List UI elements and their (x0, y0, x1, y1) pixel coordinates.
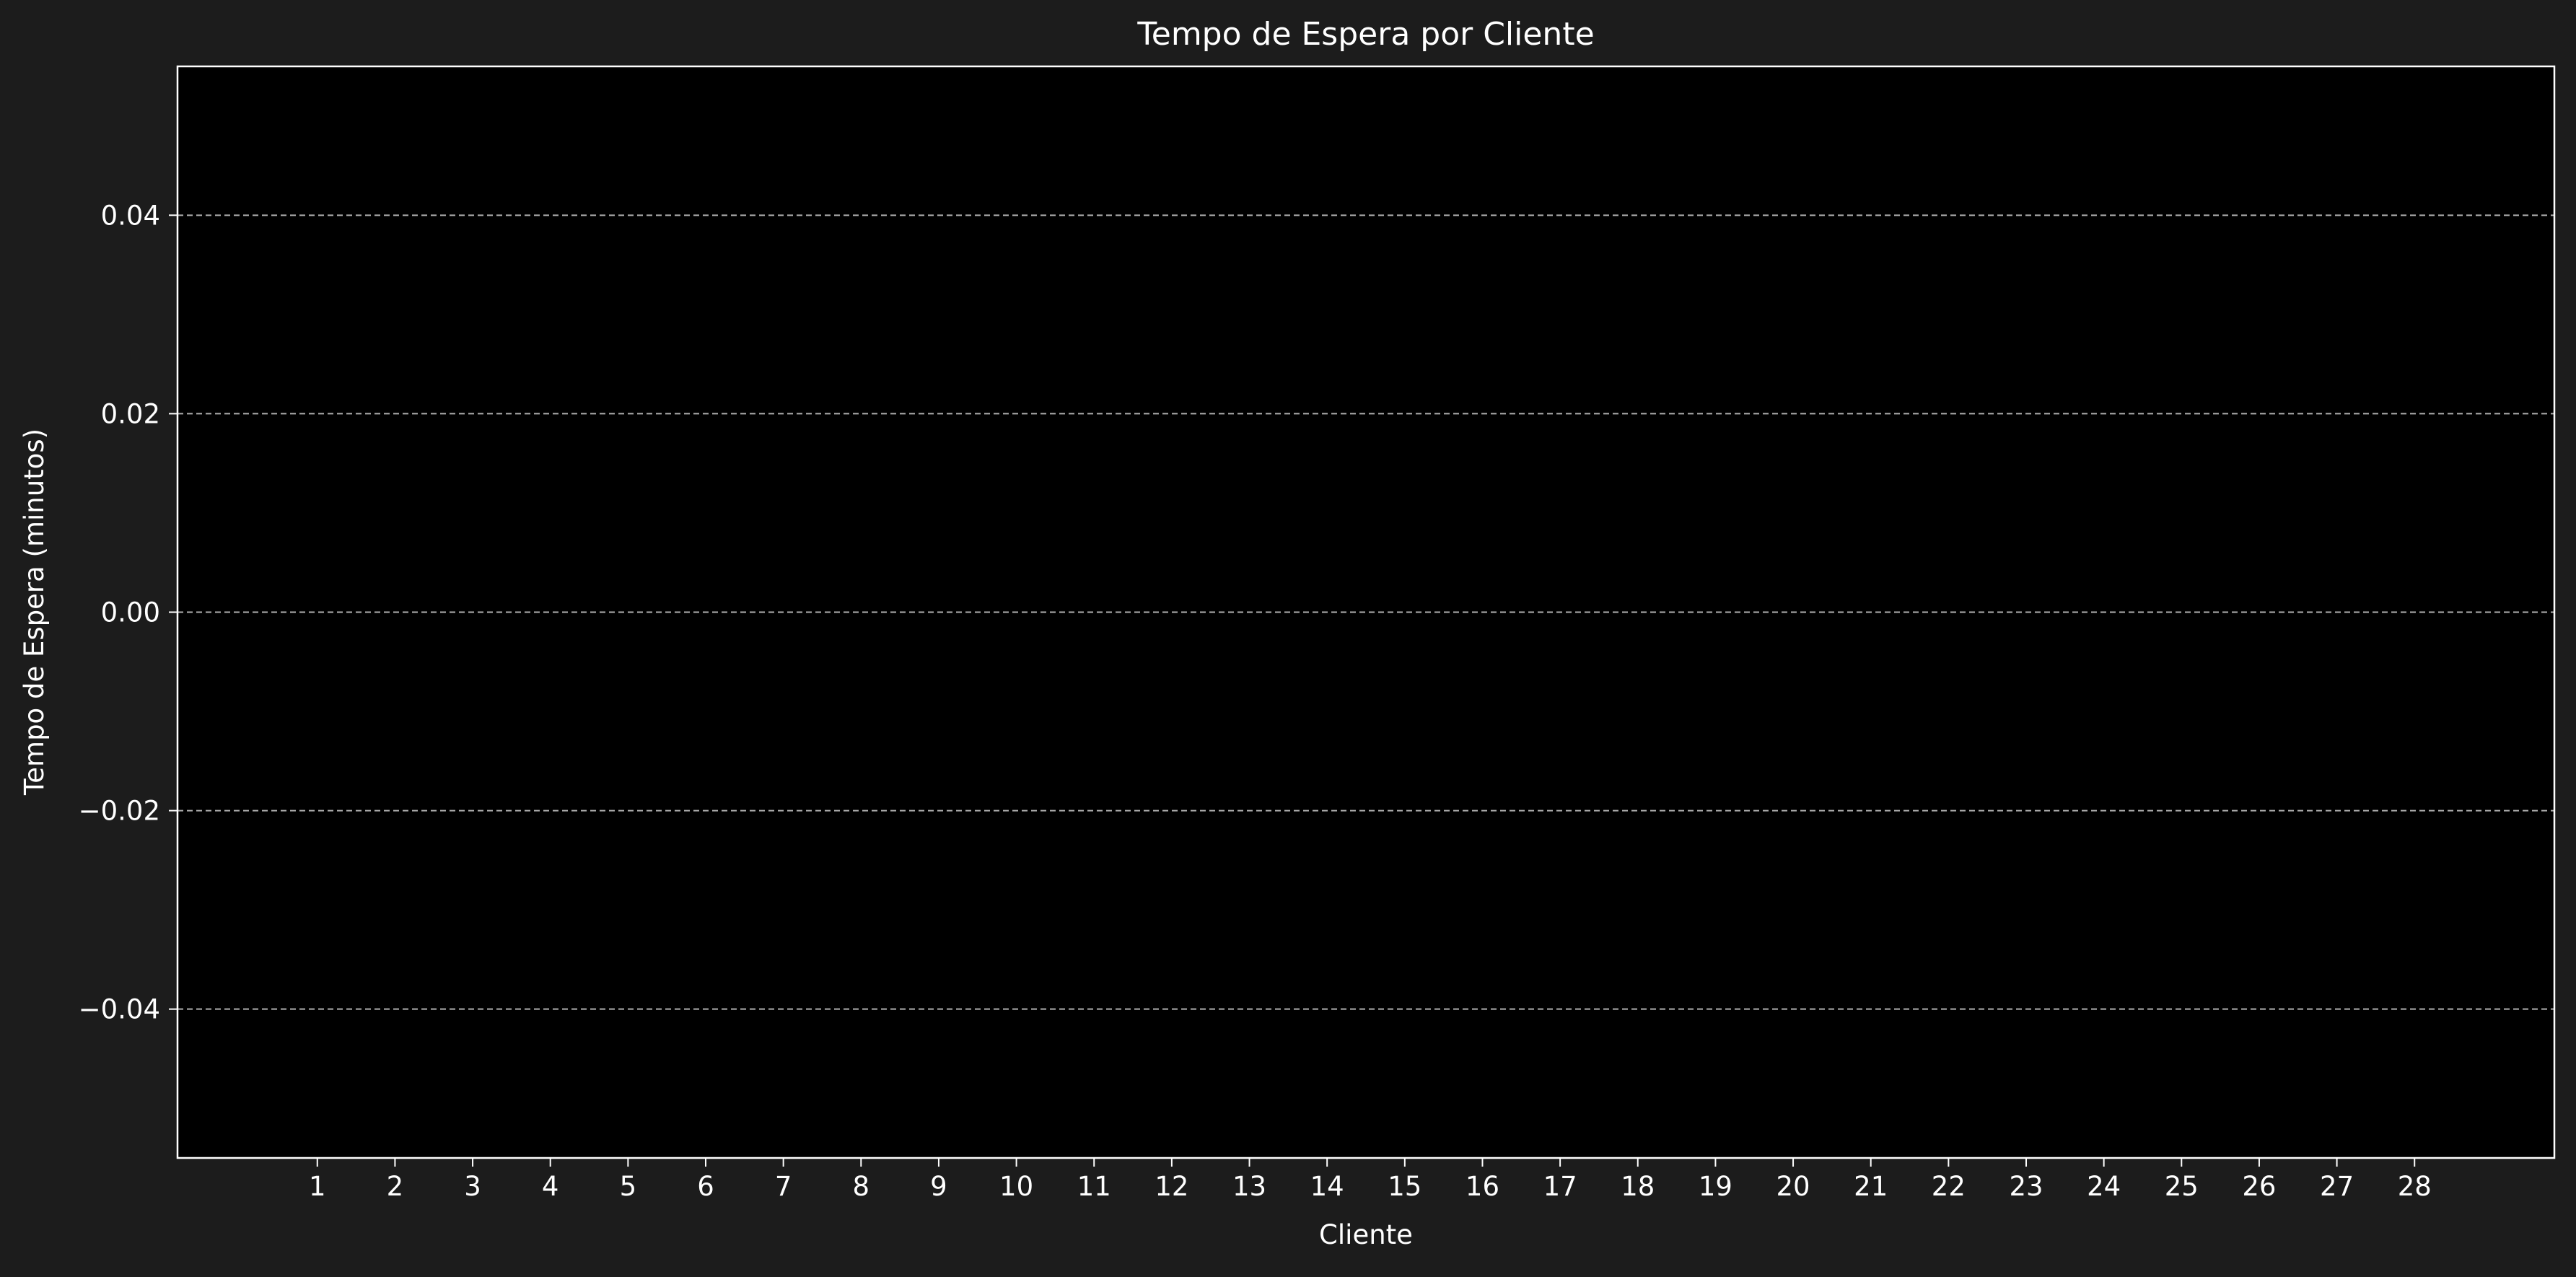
x-tick-label: 11 (1077, 1171, 1111, 1202)
x-tick-label: 6 (697, 1171, 714, 1202)
x-tick-label: 4 (542, 1171, 559, 1202)
x-tick-label: 16 (1466, 1171, 1499, 1202)
x-tick-label: 5 (620, 1171, 637, 1202)
x-tick-label: 2 (387, 1171, 404, 1202)
x-tick-label: 12 (1155, 1171, 1188, 1202)
x-tick-label: 10 (999, 1171, 1033, 1202)
x-tick-label: 20 (1777, 1171, 1810, 1202)
x-tick-label: 26 (2242, 1171, 2276, 1202)
x-tick-label: 15 (1388, 1171, 1421, 1202)
x-tick-label: 23 (2009, 1171, 2043, 1202)
x-tick-label: 14 (1310, 1171, 1344, 1202)
x-tick-label: 22 (1932, 1171, 1966, 1202)
x-tick-label: 28 (2398, 1171, 2432, 1202)
y-tick-label: −0.04 (79, 994, 160, 1025)
x-axis-label: Cliente (1319, 1219, 1413, 1250)
x-tick-label: 18 (1621, 1171, 1655, 1202)
x-tick-label: 8 (853, 1171, 870, 1202)
y-tick-label: 0.04 (101, 200, 160, 231)
x-tick-label: 7 (775, 1171, 792, 1202)
x-tick-label: 25 (2165, 1171, 2199, 1202)
grid-lines (178, 214, 2554, 1010)
x-tick-label: 3 (464, 1171, 481, 1202)
x-tick-label: 13 (1232, 1171, 1266, 1202)
y-axis-ticks: −0.04 −0.02 0.00 0.02 0.04 (79, 200, 178, 1025)
x-tick-label: 9 (930, 1171, 947, 1202)
y-tick-label: 0.00 (101, 597, 160, 628)
x-tick-label: 17 (1543, 1171, 1577, 1202)
x-tick-label: 19 (1699, 1171, 1732, 1202)
y-axis-label: Tempo de Espera (minutos) (19, 429, 50, 796)
chart-title: Tempo de Espera por Cliente (1136, 16, 1594, 53)
x-tick-label: 24 (2087, 1171, 2121, 1202)
x-tick-label: 27 (2320, 1171, 2354, 1202)
x-tick-label: 1 (309, 1171, 326, 1202)
x-tick-label: 21 (1854, 1171, 1888, 1202)
x-axis-ticks: 1 2 3 4 5 6 7 8 9 10 11 12 13 14 15 16 17 18 19 20 21 22 23 24 2… (309, 1158, 2432, 1202)
y-tick-label: −0.02 (79, 796, 160, 827)
y-tick-label: 0.02 (101, 398, 160, 429)
